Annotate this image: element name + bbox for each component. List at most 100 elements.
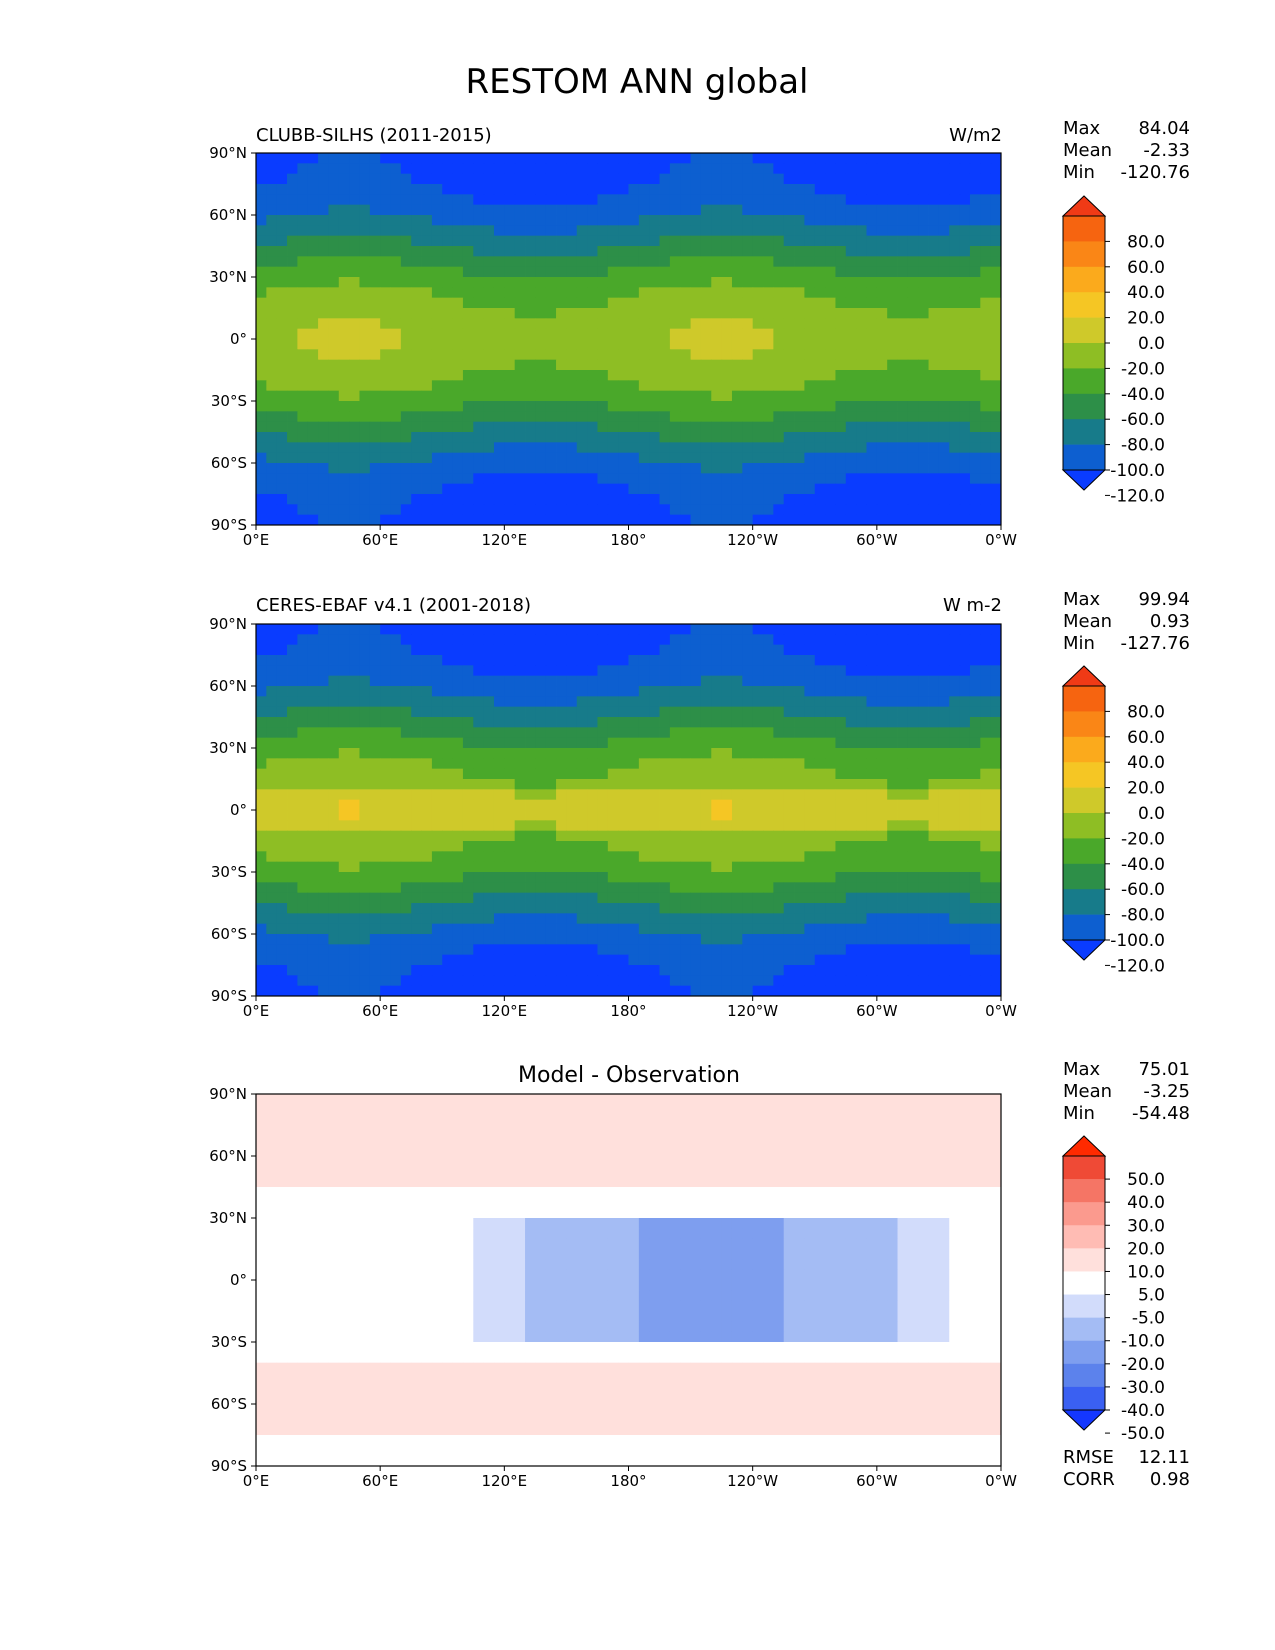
map-cell	[256, 215, 267, 226]
map-cell	[897, 204, 909, 216]
map-cell	[659, 696, 671, 708]
map-cell	[535, 359, 547, 371]
map-cell	[297, 758, 309, 770]
map-cell	[814, 173, 826, 185]
map-cell	[959, 748, 971, 759]
map-cell	[287, 153, 298, 164]
map-cell	[897, 297, 909, 309]
map-cell	[938, 861, 950, 873]
map-cell	[680, 266, 691, 278]
map-cell	[742, 675, 754, 687]
map-cell	[287, 665, 298, 677]
map-cell	[338, 665, 350, 677]
map-cell	[845, 706, 857, 718]
map-cell	[607, 655, 619, 666]
map-cell	[514, 655, 526, 666]
map-cell	[638, 266, 650, 278]
map-cell	[980, 514, 992, 526]
map-cell	[721, 913, 733, 925]
map-cell	[618, 624, 629, 635]
map-cell	[794, 903, 805, 914]
map-cell	[763, 675, 774, 687]
map-cell	[504, 359, 516, 371]
map-cell	[763, 318, 774, 330]
map-cell	[318, 463, 329, 474]
map-cell	[825, 215, 836, 226]
map-cell	[421, 318, 433, 330]
map-cell	[473, 204, 485, 216]
map-cell	[566, 903, 578, 914]
map-cell	[390, 903, 402, 914]
map-cell	[814, 892, 826, 904]
map-cell	[266, 204, 278, 216]
map-cell	[338, 163, 350, 175]
map-cell	[742, 655, 754, 666]
map-cell	[297, 266, 309, 278]
map-cell	[607, 173, 619, 185]
map-cell	[493, 696, 505, 708]
map-cell	[897, 779, 909, 790]
map-cell	[928, 799, 940, 811]
map-cell	[535, 851, 547, 863]
map-cell	[638, 644, 650, 656]
map-cell	[649, 421, 660, 433]
map-cell	[297, 737, 309, 749]
map-cell	[773, 339, 785, 350]
map-cell	[452, 463, 464, 474]
map-cell	[493, 923, 505, 935]
map-cell	[763, 163, 774, 175]
map-cell	[556, 655, 567, 666]
map-cell	[514, 903, 526, 914]
map-cell	[638, 339, 650, 350]
map-cell	[907, 246, 919, 257]
map-cell	[276, 882, 288, 894]
map-cell	[980, 737, 992, 749]
map-cell	[545, 452, 557, 464]
map-cell	[690, 799, 702, 811]
colorbar-extend-bottom	[1061, 469, 1107, 491]
map-cell	[990, 318, 1002, 330]
map-cell	[535, 810, 547, 821]
map-cell	[669, 655, 681, 666]
map-cell	[607, 225, 619, 237]
map-cell	[680, 359, 691, 371]
map-cell	[876, 789, 888, 801]
map-cell	[400, 706, 412, 718]
map-cell	[628, 225, 640, 237]
colorbar-label: -40.0	[1121, 385, 1165, 405]
map-cell	[462, 727, 474, 739]
map-cell	[535, 349, 547, 361]
map-cell	[969, 204, 981, 216]
map-cell	[400, 277, 412, 288]
map-cell	[618, 934, 629, 945]
map-cell	[338, 913, 350, 925]
map-cell	[566, 473, 578, 485]
map-cell	[897, 401, 909, 412]
map-cell	[400, 882, 412, 894]
map-cell	[949, 204, 961, 216]
map-cell	[338, 225, 350, 237]
map-cell	[380, 339, 391, 350]
map-cell	[256, 923, 267, 935]
map-cell	[721, 204, 733, 216]
map-cell	[607, 390, 619, 402]
map-cell	[711, 328, 723, 340]
map-cell	[690, 820, 702, 832]
map-cell	[380, 473, 391, 485]
map-cell	[980, 173, 992, 185]
map-cell	[638, 494, 650, 505]
map-cell	[959, 390, 971, 402]
map-cell	[876, 686, 888, 697]
map-cell	[618, 504, 629, 516]
map-cell	[556, 706, 567, 718]
map-cell	[721, 655, 733, 666]
map-cell	[804, 442, 816, 454]
map-cell	[969, 339, 981, 350]
map-cell	[628, 411, 640, 423]
map-cell	[876, 349, 888, 361]
map-cell	[887, 779, 898, 790]
map-cell	[338, 758, 350, 770]
map-cell	[307, 748, 319, 759]
map-cell	[959, 820, 971, 832]
map-cell	[928, 421, 940, 433]
